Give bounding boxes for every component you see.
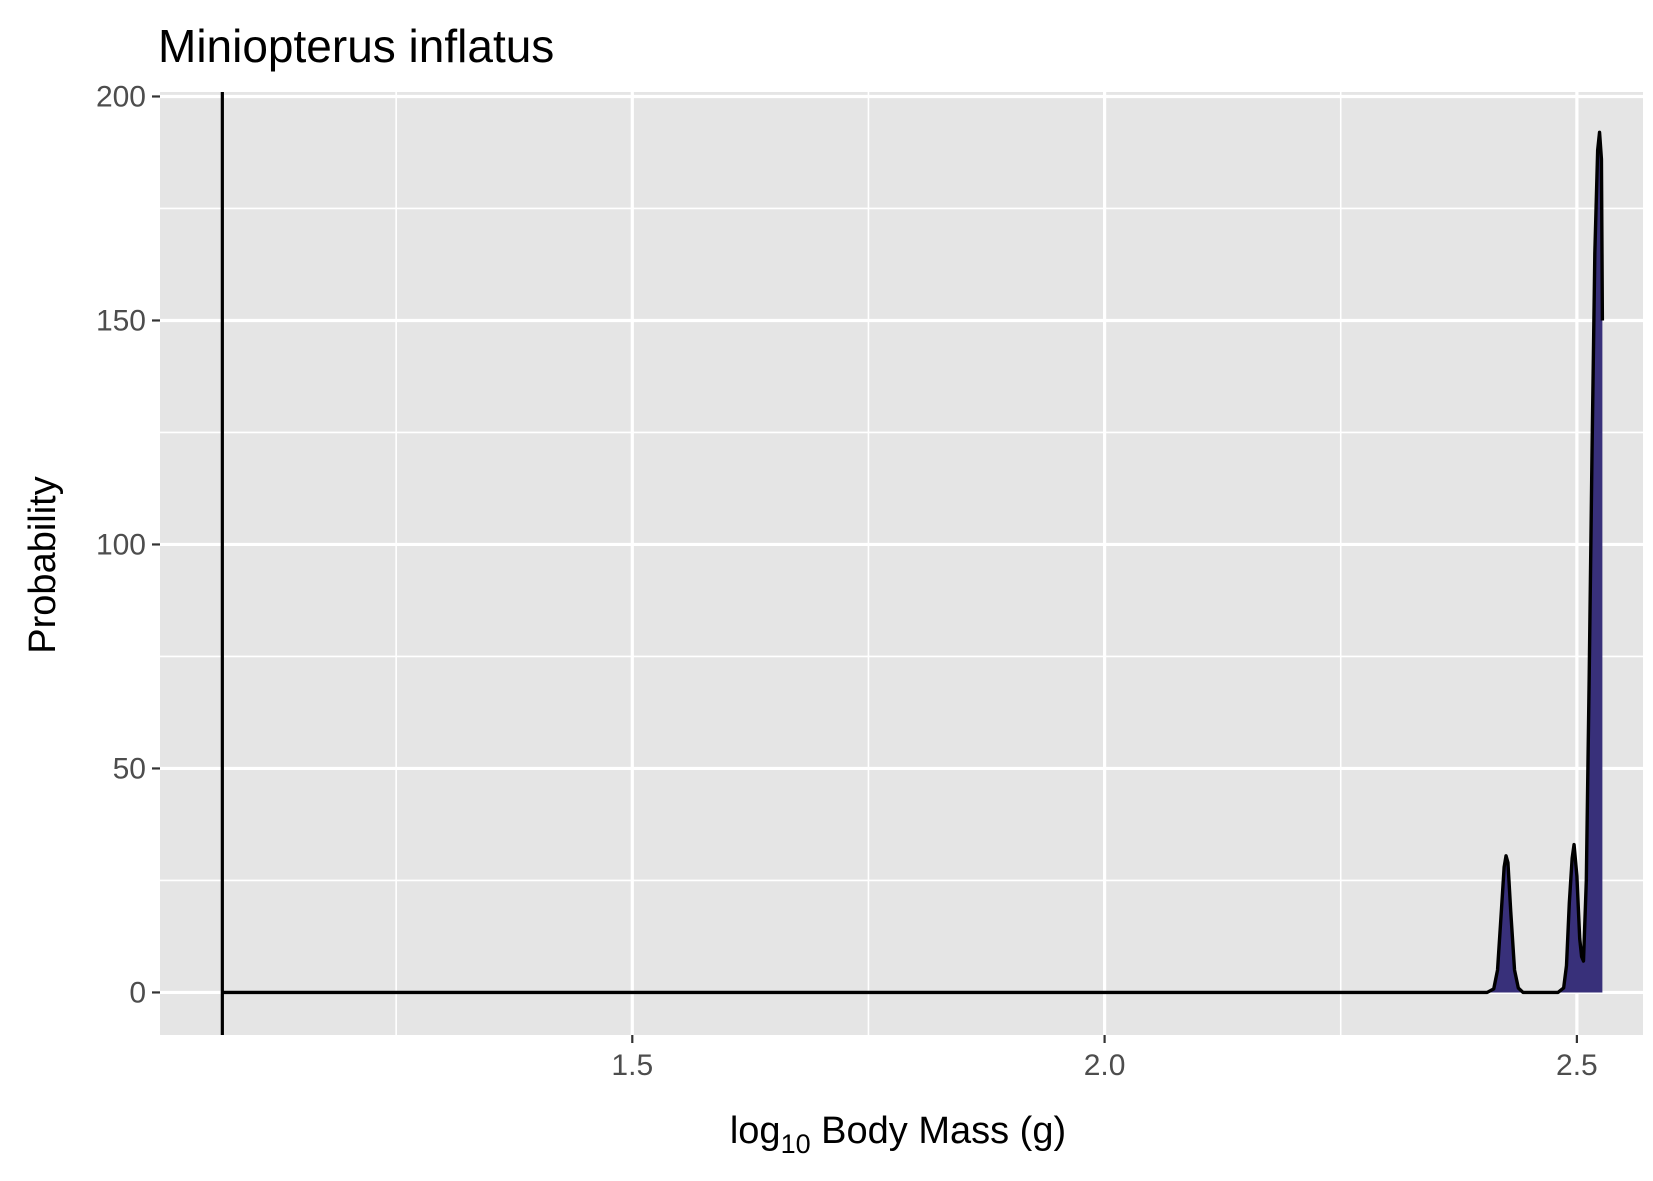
x-axis-ticks: 1.5 2.0 2.5 — [611, 1035, 1598, 1082]
y-axis-ticks: 0 50 100 150 200 — [96, 80, 160, 1009]
x-axis-title-main: log — [730, 1110, 781, 1152]
y-tick-label: 100 — [96, 528, 146, 561]
x-axis-title: log10 Body Mass (g) — [730, 1110, 1066, 1159]
x-tick-label: 2.5 — [1556, 1049, 1598, 1082]
density-curve — [222, 130, 1605, 995]
x-tick-label: 1.5 — [611, 1049, 653, 1082]
y-axis-title: Probability — [22, 476, 64, 653]
plot-panel — [160, 92, 1643, 1035]
x-axis-title-rest: Body Mass (g) — [811, 1110, 1067, 1152]
x-axis-title-subscript: 10 — [781, 1129, 811, 1159]
y-tick-label: 0 — [129, 976, 146, 1009]
y-tick-label: 150 — [96, 304, 146, 337]
y-tick-label: 50 — [113, 752, 146, 785]
y-tick-label: 200 — [96, 80, 146, 113]
chart-title: Miniopterus inflatus — [158, 20, 554, 72]
x-tick-label: 2.0 — [1084, 1049, 1126, 1082]
density-fill-area — [1487, 132, 1603, 993]
minor-gridlines — [160, 92, 1643, 1035]
